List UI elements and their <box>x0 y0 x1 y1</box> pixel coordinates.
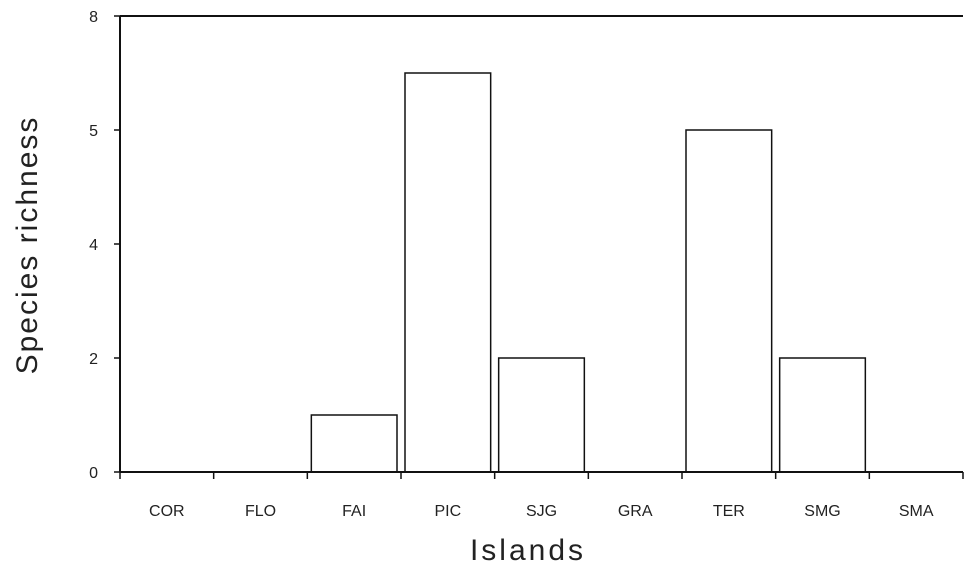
x-axis-title: Islands <box>470 534 586 567</box>
y-axis-title: Species richness <box>11 116 44 375</box>
bar-fai <box>310 414 398 473</box>
x-tick-label: TER <box>713 503 745 520</box>
x-tick-label: FAI <box>342 503 366 520</box>
x-tick-label: SMG <box>804 503 840 520</box>
x-tick-label: SJG <box>526 503 557 520</box>
y-tick-label: 2 <box>89 351 98 368</box>
bar-sjg <box>497 357 586 473</box>
x-tick-label: GRA <box>618 503 653 520</box>
x-tick-label: PIC <box>434 503 461 520</box>
y-ticks-group: 0 2 4 5 8 <box>89 9 120 482</box>
y-tick-label: 4 <box>89 237 98 254</box>
x-tick-label: FLO <box>245 503 276 520</box>
x-tick-label: SMA <box>899 503 934 520</box>
y-tick-label: 8 <box>89 9 98 26</box>
y-tick-label: 5 <box>89 123 98 140</box>
bar-pic <box>404 72 492 473</box>
x-ticks-group: COR FLO FAI PIC SJG GRA TER SMG SMA <box>119 472 964 520</box>
bars-group <box>310 72 867 473</box>
bar-smg <box>778 357 867 473</box>
y-tick-label: 0 <box>89 465 98 482</box>
x-tick-label: COR <box>149 503 185 520</box>
bar-ter <box>685 129 773 473</box>
